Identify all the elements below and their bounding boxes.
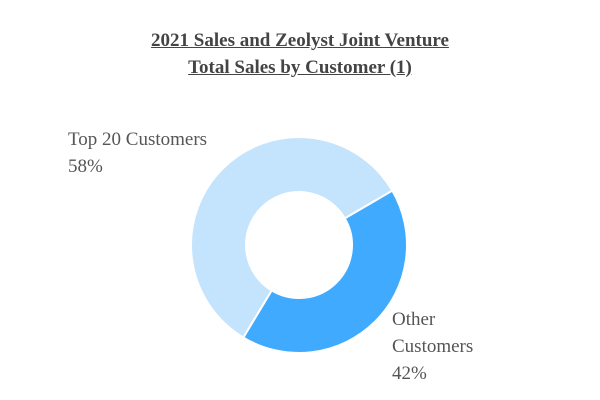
- category-label: Other Customers: [392, 309, 474, 357]
- slice-label: Top 20 Customers 58%: [68, 126, 216, 180]
- slice-label: Other Customers 42%: [392, 306, 497, 387]
- chart-subtitle: Total Sales by Customer (1): [188, 57, 412, 78]
- category-label: Top 20 Customers: [68, 129, 208, 150]
- value-label: 42%: [392, 363, 427, 384]
- donut-slice: [190, 136, 394, 339]
- chart-title: 2021 Sales and Zeolyst Joint Venture: [151, 30, 449, 51]
- donut-slice: [242, 189, 408, 354]
- value-label: 58%: [68, 156, 103, 177]
